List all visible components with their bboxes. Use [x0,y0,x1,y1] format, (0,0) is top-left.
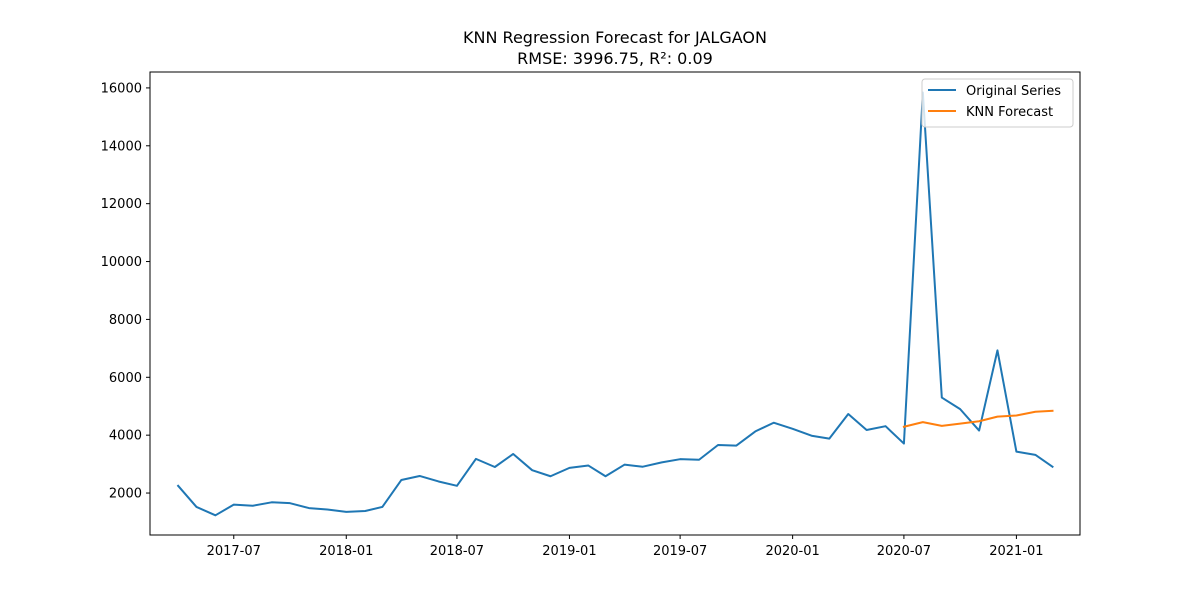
legend-label-original-series: Original Series [966,84,1061,99]
x-axis: 2017-07 2018-01 2018-07 2019-01 2019-07 2020-… [207,535,1044,559]
chart-subtitle: RMSE: 3996.75, R²: 0.09 [517,49,713,68]
legend: Original Series KNN Forecast [921,78,1074,128]
x-tick-label: 2018-01 [319,544,373,559]
y-tick-label: 12000 [101,197,142,212]
y-axis: 2000 4000 6000 8000 10000 12000 14000 16000 [101,81,150,502]
chart-title: KNN Regression Forecast for JALGAON [463,28,767,47]
series-line-knn-forecast [902,409,1054,428]
x-tick-label: 2021-01 [989,544,1043,559]
x-tick-label: 2018-07 [430,544,484,559]
y-tick-label: 14000 [101,139,142,154]
plot-series [176,91,1054,517]
y-tick-label: 8000 [109,313,142,328]
legend-box [921,78,1074,128]
y-tick-label: 4000 [109,429,142,444]
x-tick-label: 2020-01 [765,544,819,559]
x-tick-label: 2019-01 [542,544,596,559]
legend-label-knn-forecast: KNN Forecast [966,105,1053,120]
y-tick-label: 16000 [101,81,142,96]
plot-area-frame [149,71,1081,536]
x-tick-label: 2019-07 [653,544,707,559]
series-line-original-series [176,91,1054,517]
x-tick-label: 2020-07 [877,544,931,559]
x-tick-label: 2017-07 [207,544,261,559]
y-tick-label: 6000 [109,371,142,386]
y-tick-label: 2000 [109,487,142,502]
y-tick-label: 10000 [101,255,142,270]
